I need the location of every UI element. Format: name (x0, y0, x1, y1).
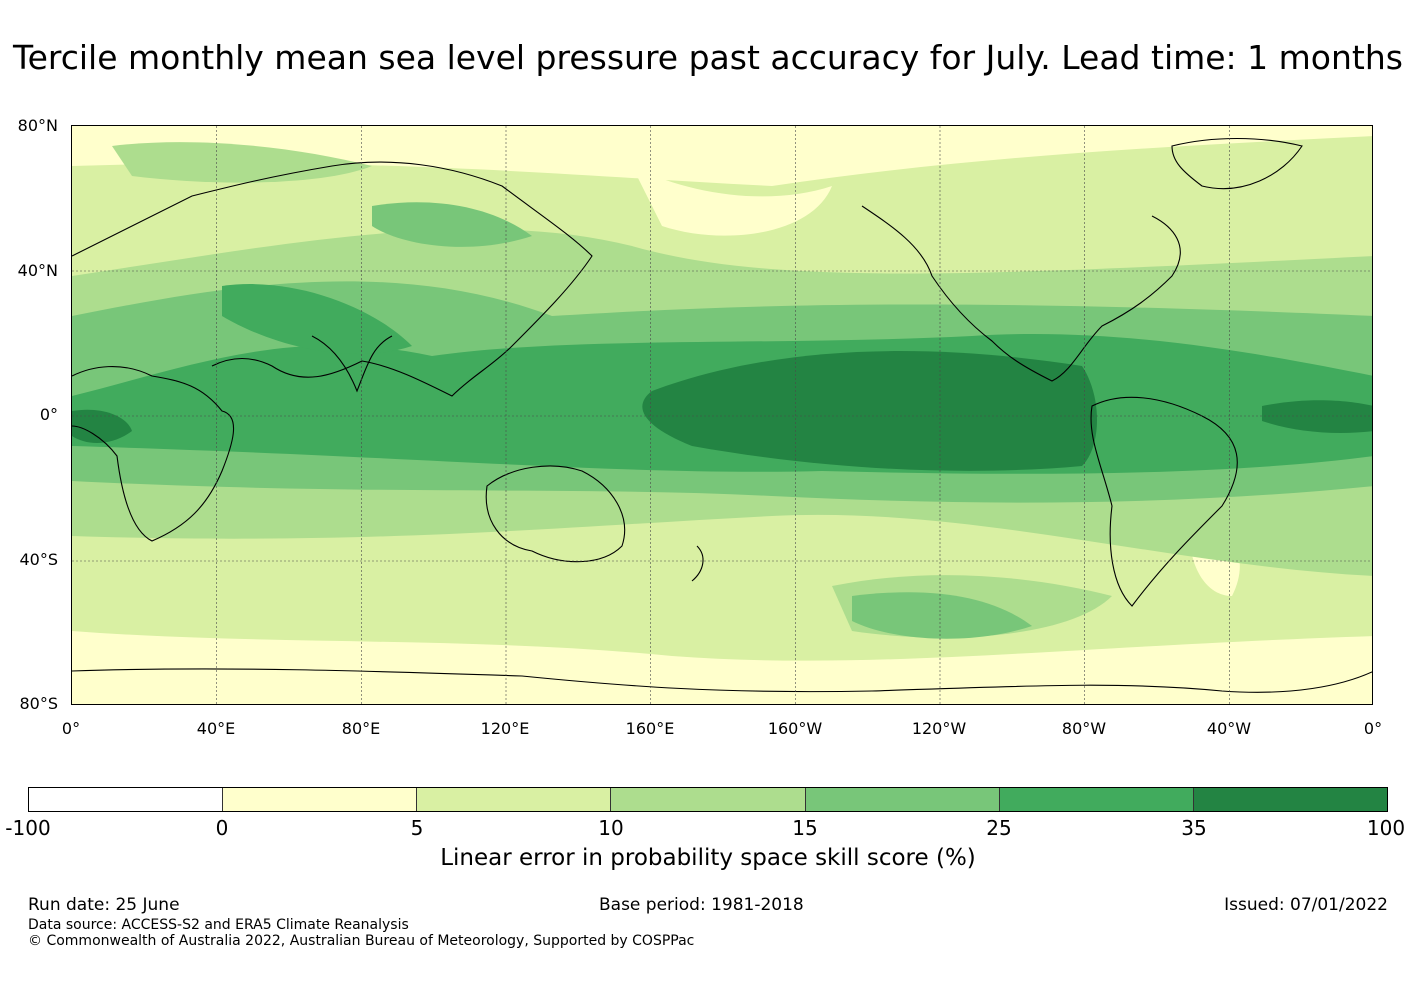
colorbar-tick: 100 (1366, 816, 1406, 840)
issued-date: Issued: 07/01/2022 (1224, 895, 1388, 915)
data-source: Data source: ACCESS-S2 and ERA5 Climate … (28, 917, 409, 933)
colorbar-tick: 35 (1181, 816, 1207, 840)
colorbar-segment (1193, 788, 1387, 811)
lat-label-80s: 80°S (19, 694, 58, 713)
colorbar-tick: -100 (5, 816, 51, 840)
colorbar-segment (999, 788, 1194, 811)
coastlines (72, 137, 1372, 693)
lat-label-equator: 0° (39, 405, 58, 424)
colorbar-tick: 10 (598, 816, 624, 840)
lon-label-80w: 80°W (1061, 719, 1107, 738)
colorbar-segment (805, 788, 1000, 811)
lon-label-120e: 120°E (480, 719, 530, 738)
lon-label-80e: 80°E (341, 719, 381, 738)
colorbar-segment (611, 788, 806, 811)
lon-label-120w: 120°W (911, 719, 967, 738)
lon-label-40e: 40°E (196, 719, 236, 738)
colorbar-segment (417, 788, 612, 811)
zone-skill-35-100 (72, 351, 1372, 471)
colorbar (28, 787, 1388, 812)
copyright: © Commonwealth of Australia 2022, Austra… (28, 933, 695, 949)
colorbar-tick: 15 (792, 816, 818, 840)
lat-label-80n: 80°N (17, 116, 58, 135)
graticule (72, 126, 1372, 704)
colorbar-tick: 0 (215, 816, 229, 840)
lat-label-40s: 40°S (19, 550, 58, 569)
skill-score-map (71, 125, 1373, 705)
colorbar-tick: 5 (410, 816, 424, 840)
colorbar-segment (223, 788, 418, 811)
base-period: Base period: 1981-2018 (599, 895, 804, 915)
lon-label-160e: 160°E (625, 719, 675, 738)
run-date: Run date: 25 June (28, 895, 180, 915)
map-title: Tercile monthly mean sea level pressure … (13, 38, 1403, 77)
colorbar-segment (29, 788, 224, 811)
lon-label-360: 0° (1363, 719, 1383, 738)
colorbar-label: Linear error in probability space skill … (440, 845, 976, 871)
lon-label-40w: 40°W (1206, 719, 1252, 738)
lon-label-0: 0° (61, 719, 81, 738)
map-canvas (72, 126, 1372, 704)
colorbar-tick: 25 (986, 816, 1012, 840)
lat-label-40n: 40°N (17, 261, 58, 280)
lon-label-160w: 160°W (767, 719, 823, 738)
